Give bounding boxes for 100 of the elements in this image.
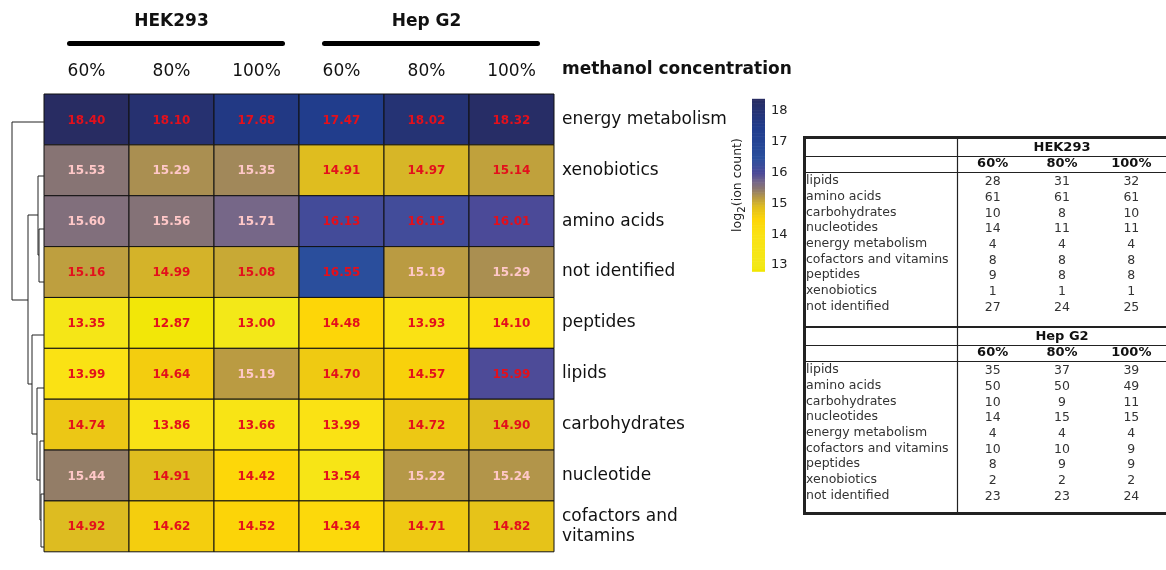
data-label: 18.10 [152,112,191,127]
y-tick-label: not identified [806,486,890,502]
y-tick-label: xenobiotics [806,471,878,487]
data-label: 2 [988,472,997,488]
data-label: 8 [1058,251,1067,267]
data-label: 32 [1123,173,1140,189]
data-label: 14.48 [322,316,361,331]
y-tick-label: carbohydrates [806,203,897,219]
data-label: 9 [1058,393,1067,409]
data-label: 16.15 [407,214,446,229]
data-label: 10 [984,393,1001,409]
data-label: 13.54 [322,468,361,483]
y-tick-label: not identified [806,297,890,313]
data-label: 15.60 [67,214,106,229]
data-label: 14.62 [152,519,191,534]
data-label: 14.91 [152,468,191,483]
data-label: 14.91 [322,163,361,178]
x-tick-label: 60% [977,343,1009,359]
data-label: 15.44 [67,468,106,483]
y-tick-label: lipids [806,361,839,377]
data-label: 14.90 [492,417,531,432]
color-bar-label: 18 [771,102,788,118]
data-label: 4 [1058,236,1067,251]
data-label: 14.71 [407,519,446,534]
data-label: 15.29 [152,163,191,178]
data-label: 14.34 [322,519,361,534]
data-label: 15.71 [237,214,276,229]
data-label: 15.35 [237,163,276,178]
data-label: 14.64 [152,366,191,381]
data-label: 28 [984,173,1001,189]
data-label: 9 [1127,456,1136,472]
data-label: 9 [1127,440,1136,456]
y-tick-label: energy metabolism [806,424,928,439]
data-label: 16.13 [322,214,361,229]
color-bar-label: 16 [771,164,788,180]
y-tick-label: energy metabolism [806,235,928,250]
data-label: 1 [1058,283,1066,299]
data-label: 24 [1123,487,1140,503]
data-label: 14.52 [237,519,276,534]
data-label: 8 [1058,204,1067,220]
data-label: 13.93 [407,316,446,331]
data-label: 9 [1058,456,1067,472]
data-label: 14.57 [407,366,446,381]
color-bar-label: 15 [771,194,788,210]
data-label: 4 [1058,425,1067,440]
data-label: 13.35 [67,316,106,331]
color-bar-label: 17 [771,133,788,149]
data-label: 8 [1058,267,1067,283]
x-tick-label: 100% [487,60,536,81]
data-label: 14.97 [407,163,446,178]
data-label: 61 [1123,188,1140,204]
data-label: 17.68 [237,112,276,127]
x-tick-label: 100% [1111,343,1152,359]
data-label: 15.19 [237,366,276,381]
data-label: 1 [988,283,997,299]
y-tick-label: peptides [562,311,636,332]
x-tick-label: 80% [1046,154,1078,170]
x-tick-label: 80% [1046,343,1078,359]
data-label: 15.14 [492,163,531,178]
data-label: 61 [984,188,1001,204]
data-label: 13.00 [237,316,276,331]
y-tick-label: lipids [806,172,839,188]
y-tick-label: cofactors and vitamins [806,250,949,266]
color-bar-label: 14 [771,225,788,241]
data-label: 12.87 [152,316,191,331]
data-label: 15.56 [152,214,191,229]
data-label: 18.02 [407,112,446,127]
data-label: 14.70 [322,366,361,381]
data-label: 14.72 [407,417,446,432]
data-label: 24 [1054,298,1070,314]
y-tick-label: amino acids [562,209,665,230]
data-label: 18.40 [67,112,106,127]
color-bar-label: 13 [771,256,788,272]
data-label: 50 [984,377,1001,393]
x-tick-label: 100% [232,60,281,81]
y-tick-label: xenobiotics [562,158,659,179]
data-label: 11 [1123,220,1140,236]
x-tick-label: 60% [67,60,106,81]
data-label: 31 [1054,173,1070,189]
x-tick-label: 80% [152,60,191,81]
data-label: 8 [988,251,997,267]
data-label: 13.99 [67,366,106,381]
data-label: 2 [1058,472,1066,488]
data-label: 16.55 [322,265,361,280]
data-label: 15.16 [67,265,106,280]
y-tick-label: energy metabolism [562,107,727,128]
y-tick-label: peptides [806,455,861,471]
data-label: 10 [984,204,1001,220]
data-label: 15.08 [237,265,276,280]
y-tick-label: amino acids [806,187,882,203]
x-tick-label: 80% [407,60,446,81]
data-label: 4 [1127,236,1136,251]
y-tick-label: nucleotides [806,219,879,235]
data-label: 14.42 [237,468,276,483]
data-label: 27 [984,298,1001,314]
y-tick-label: carbohydrates [562,413,686,434]
data-label: 14 [984,220,1001,236]
data-label: 13.99 [322,417,361,432]
data-label: 11 [1123,393,1140,409]
data-label: 4 [1127,425,1136,440]
